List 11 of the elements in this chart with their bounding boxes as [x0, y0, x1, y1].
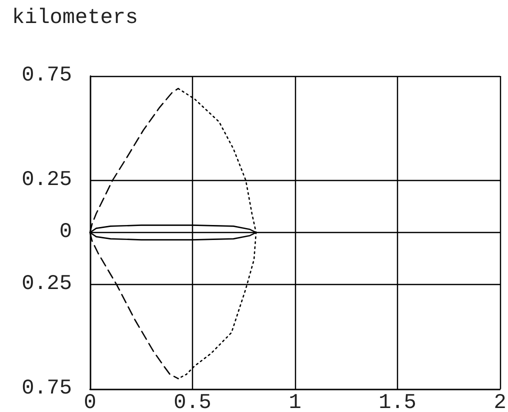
- y-tick-label: 0.75: [22, 378, 72, 400]
- y-axis-title: kilometers: [12, 7, 138, 30]
- y-tick-label: 0.25: [22, 168, 72, 192]
- x-tick-label: 1: [288, 392, 302, 412]
- x-tick-label: 1.5: [378, 392, 416, 412]
- x-tick-label: 0: [84, 392, 96, 412]
- y-tick-label: 0.25: [22, 273, 72, 296]
- y-tick-label: 0.75: [22, 64, 72, 88]
- x-tick-label: 2: [494, 392, 506, 412]
- y-tick-label: 0: [59, 221, 72, 244]
- x-tick-label: 0.5: [174, 392, 212, 412]
